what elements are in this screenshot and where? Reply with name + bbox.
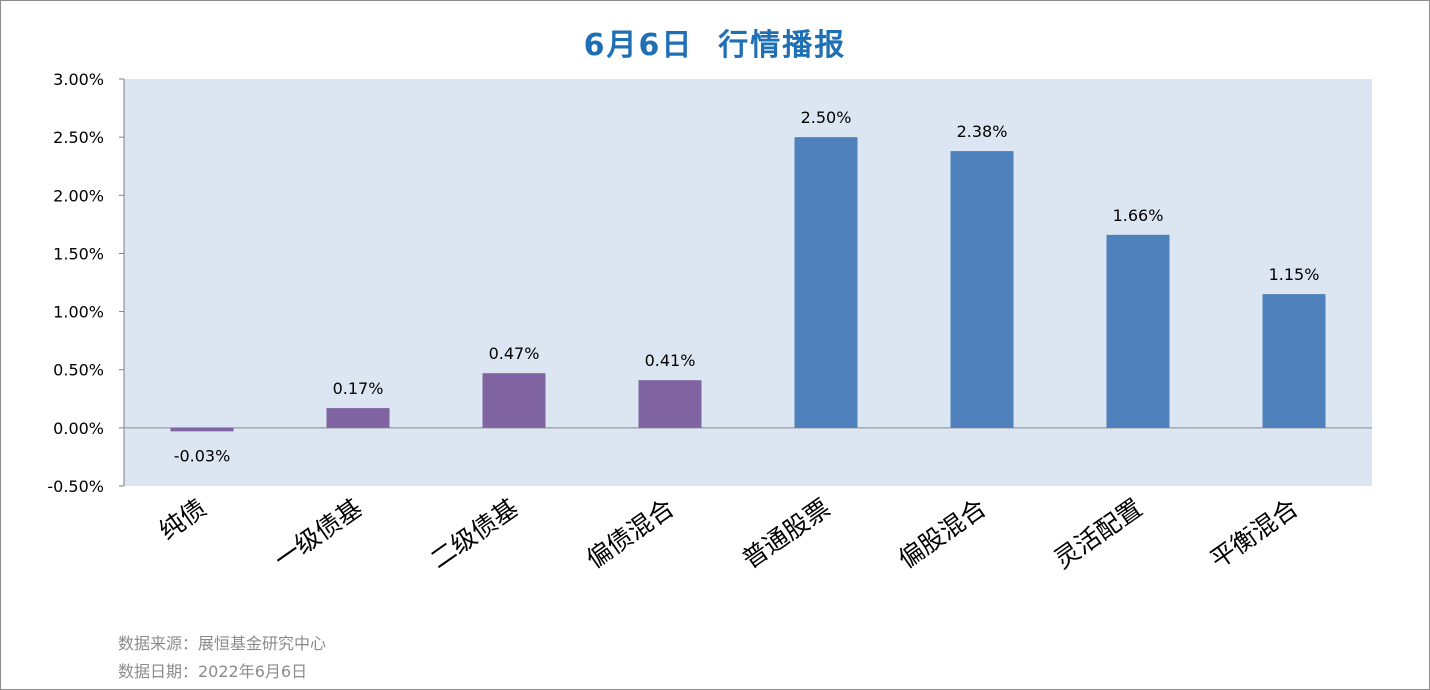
- y-tick-label: 2.50%: [53, 128, 104, 147]
- category-label: 平衡混合: [1205, 493, 1304, 574]
- y-tick-label: 0.50%: [53, 361, 104, 380]
- data-label: 2.38%: [957, 122, 1008, 141]
- category-label: 纯债: [154, 493, 212, 545]
- data-label: 2.50%: [801, 108, 852, 127]
- data-date-note: 数据日期：2022年6月6日: [118, 662, 308, 681]
- category-label: 一级债基: [269, 493, 368, 574]
- chart-title: 6月6日 行情播报: [583, 28, 847, 63]
- bar: [638, 380, 702, 428]
- data-source-note: 数据来源：展恒基金研究中心: [118, 634, 327, 653]
- bar: [1262, 294, 1326, 428]
- y-tick-label: 2.00%: [53, 186, 104, 205]
- category-label: 灵活配置: [1049, 493, 1148, 574]
- category-label: 偏股混合: [893, 493, 992, 574]
- bar: [170, 427, 234, 432]
- data-label: -0.03%: [174, 446, 231, 465]
- bar: [482, 373, 546, 428]
- category-label: 普通股票: [737, 493, 836, 574]
- bar: [326, 408, 390, 428]
- bar: [950, 151, 1014, 428]
- data-label: 1.15%: [1269, 265, 1320, 284]
- bar: [794, 137, 858, 428]
- data-label: 0.17%: [333, 379, 384, 398]
- y-tick-label: 3.00%: [53, 70, 104, 89]
- bar: [1106, 234, 1170, 428]
- y-tick-label: -0.50%: [47, 477, 104, 496]
- y-tick-label: 1.50%: [53, 244, 104, 263]
- plot-area: [124, 79, 1372, 486]
- category-label: 偏债混合: [581, 493, 680, 574]
- category-label: 二级债基: [425, 493, 524, 574]
- y-tick-label: 1.00%: [53, 303, 104, 322]
- data-label: 1.66%: [1113, 206, 1164, 225]
- y-tick-label: 0.00%: [53, 419, 104, 438]
- data-label: 0.41%: [645, 351, 696, 370]
- data-label: 0.47%: [489, 344, 540, 363]
